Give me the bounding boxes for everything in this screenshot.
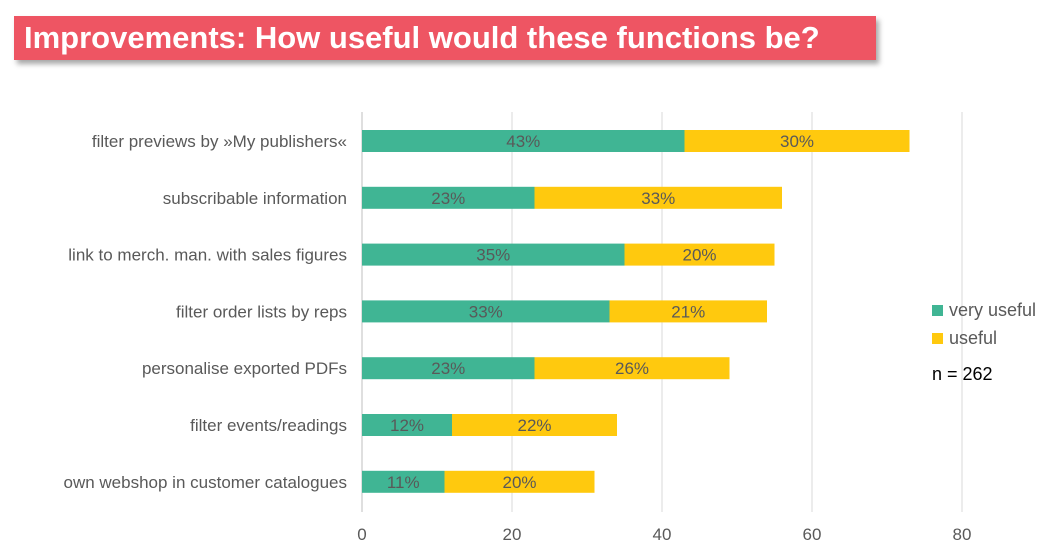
category-label-2: link to merch. man. with sales figures [68,246,347,265]
legend-item-very-useful: very useful [932,296,1036,324]
data-label-useful-0: 30% [780,132,814,151]
bar-useful-0 [684,130,910,152]
bar-very-useful-6 [362,470,445,493]
sample-size-note: n = 262 [932,364,993,384]
bar-useful-4 [534,357,730,380]
x-tick-label-60: 60 [803,525,822,544]
bar-very-useful-0 [362,130,685,152]
bar-useful-1 [534,186,782,209]
legend-swatch-useful [932,332,943,344]
legend-item-useful: useful [932,324,1036,352]
bar-very-useful-3 [362,300,610,323]
bar-very-useful-2 [362,243,625,266]
bar-useful-2 [624,243,775,266]
data-label-very-useful-2: 35% [476,246,510,265]
category-label-6: own webshop in customer catalogues [64,473,348,492]
bar-useful-5 [452,414,617,436]
category-label-0: filter previews by »My publishers« [92,132,347,151]
data-label-useful-3: 21% [671,302,705,321]
data-label-useful-1: 33% [641,189,675,208]
category-label-4: personalise exported PDFs [142,359,347,378]
legend-label-very-useful: very useful [949,299,1037,320]
data-label-useful-5: 22% [517,416,551,435]
legend: very useful useful [932,296,1036,352]
data-label-very-useful-4: 23% [431,359,465,378]
data-label-very-useful-5: 12% [390,416,424,435]
data-label-very-useful-6: 11% [387,473,420,492]
chart-title: Improvements: How useful would these fun… [14,16,876,60]
category-label-1: subscribable information [163,189,347,208]
x-tick-label-0: 0 [357,525,366,544]
data-label-useful-6: 20% [502,473,536,492]
data-label-useful-2: 20% [682,246,716,265]
data-label-very-useful-1: 23% [431,189,465,208]
legend-swatch-very-useful [932,304,943,316]
x-tick-label-20: 20 [503,525,522,544]
x-tick-label-80: 80 [953,525,972,544]
category-label-5: filter events/readings [190,416,347,435]
data-label-very-useful-3: 33% [469,302,503,321]
bar-useful-3 [609,300,767,323]
bar-very-useful-5 [362,414,452,436]
bar-useful-6 [444,470,595,493]
bar-very-useful-1 [362,186,535,209]
data-label-useful-4: 26% [615,359,649,378]
legend-label-useful: useful [949,327,998,348]
x-tick-label-40: 40 [653,525,672,544]
data-label-very-useful-0: 43% [506,132,540,151]
category-label-3: filter order lists by reps [176,302,347,321]
bar-very-useful-4 [362,357,535,380]
